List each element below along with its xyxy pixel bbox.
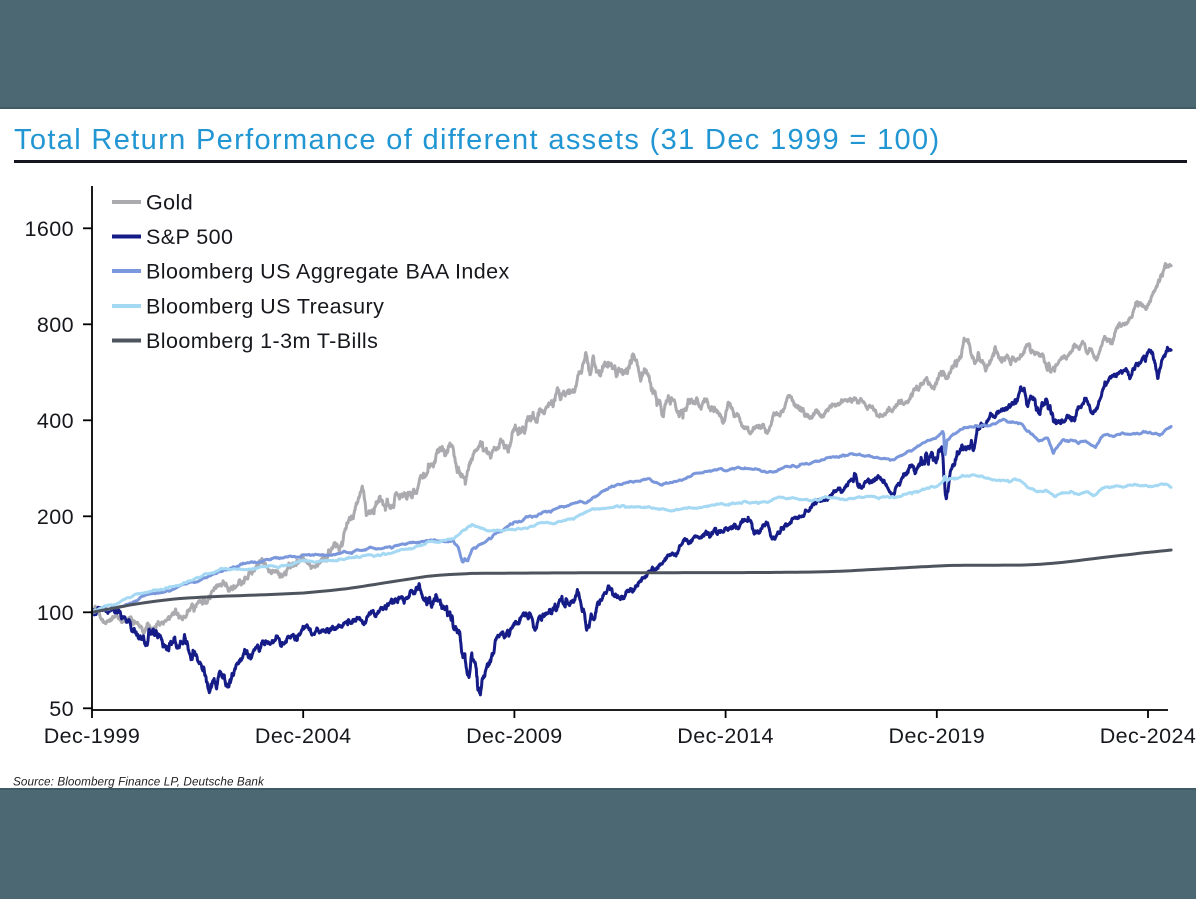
svg-text:50: 50 — [49, 697, 74, 721]
svg-text:Bloomberg US Aggregate BAA Ind: Bloomberg US Aggregate BAA Index — [146, 260, 510, 284]
svg-text:Gold: Gold — [146, 191, 193, 215]
svg-text:Dec-2024: Dec-2024 — [1100, 724, 1196, 748]
svg-text:Dec-2009: Dec-2009 — [466, 724, 563, 748]
svg-text:1600: 1600 — [24, 217, 74, 241]
svg-text:Dec-2019: Dec-2019 — [889, 724, 986, 748]
svg-text:200: 200 — [37, 505, 74, 529]
svg-text:Dec-2014: Dec-2014 — [677, 724, 774, 748]
svg-text:Dec-2004: Dec-2004 — [255, 724, 352, 748]
svg-text:Bloomberg US Treasury: Bloomberg US Treasury — [146, 295, 384, 319]
svg-text:Dec-1999: Dec-1999 — [44, 724, 141, 748]
svg-text:S&P 500: S&P 500 — [146, 225, 233, 249]
svg-text:800: 800 — [37, 313, 74, 337]
svg-text:Bloomberg 1-3m T-Bills: Bloomberg 1-3m T-Bills — [146, 329, 378, 353]
svg-text:400: 400 — [37, 409, 74, 433]
svg-text:100: 100 — [37, 601, 74, 625]
svg-text:Source: Bloomberg Finance LP,: Source: Bloomberg Finance LP, Deutsche B… — [13, 776, 265, 789]
